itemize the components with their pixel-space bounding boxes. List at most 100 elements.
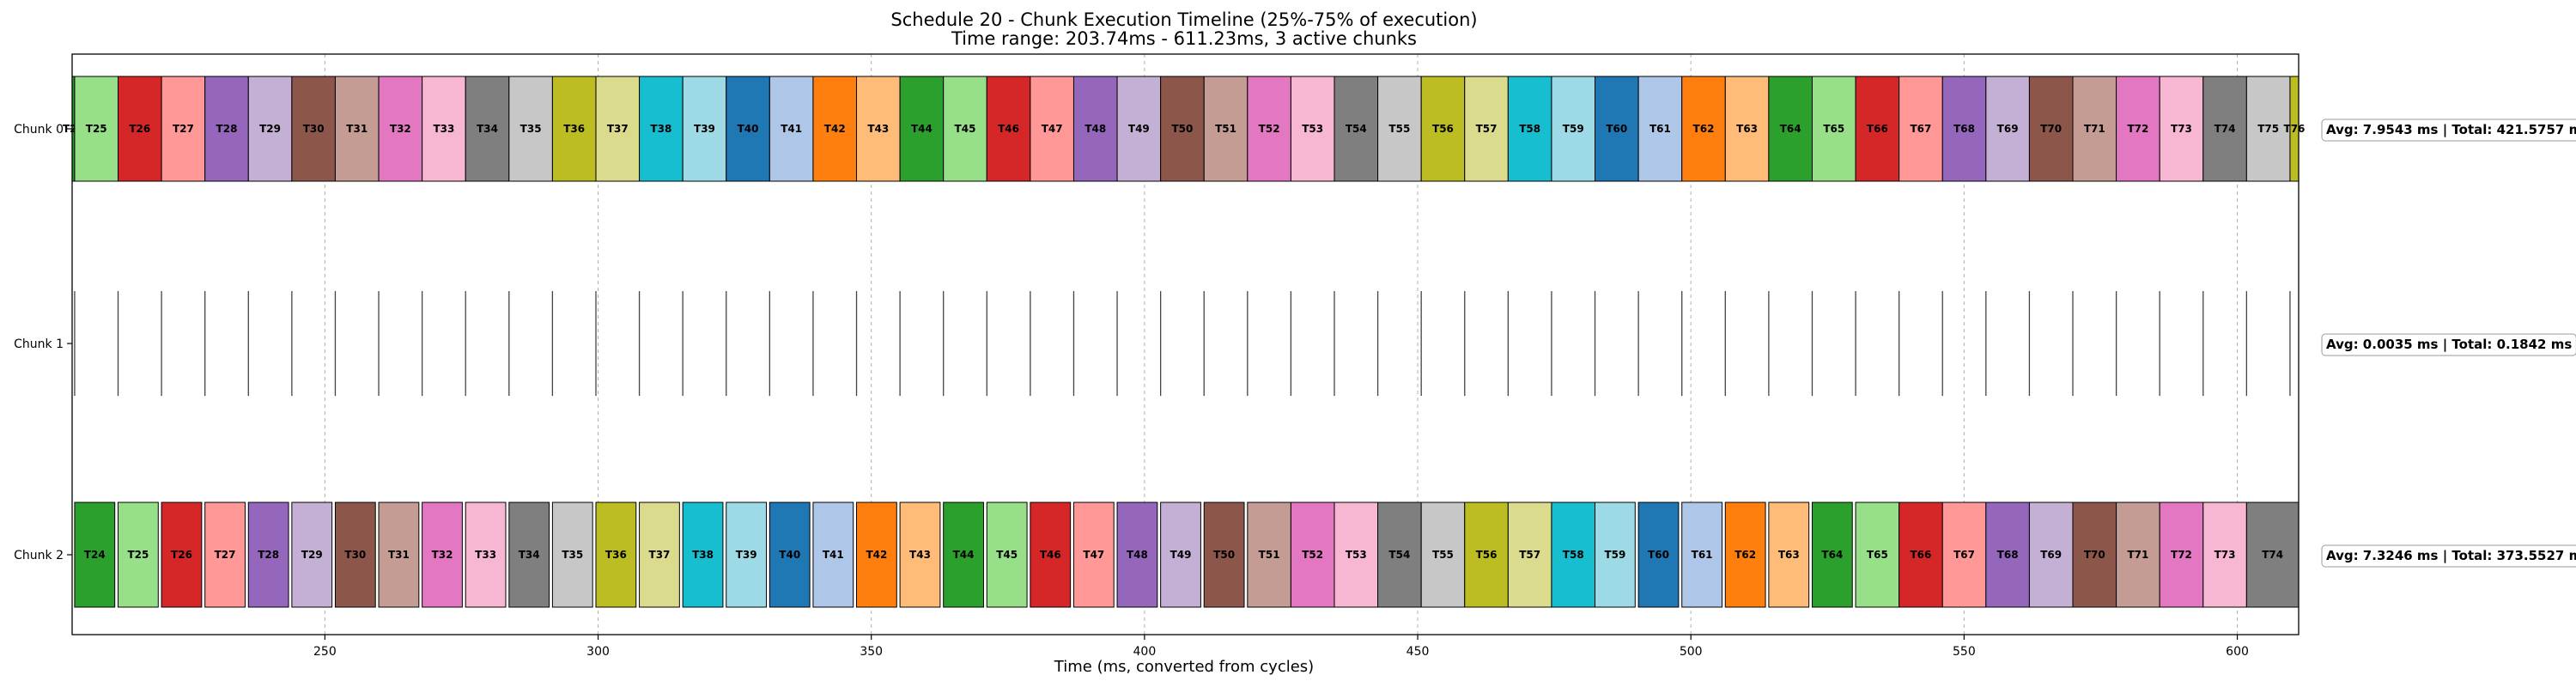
task-bar-label: T55 — [1388, 123, 1410, 135]
task-bar — [334, 502, 376, 608]
task-bar-label: T33 — [475, 549, 496, 561]
task-bar — [1116, 76, 1162, 182]
task-bar-label: T70 — [2084, 549, 2105, 561]
task-bar-label: T65 — [1867, 549, 1888, 561]
task-bar-label: T73 — [2215, 549, 2236, 561]
task-bar — [1724, 76, 1770, 182]
task-bar — [943, 76, 987, 182]
task-bar-label: T34 — [477, 123, 498, 135]
task-bar — [1116, 502, 1158, 608]
task-bar — [551, 502, 593, 608]
task-bar — [856, 76, 901, 182]
task-bar-label: T39 — [694, 123, 715, 135]
task-bar-label: T50 — [1213, 549, 1235, 561]
task-bar — [856, 502, 897, 608]
task-bar — [74, 502, 116, 608]
task-bar — [812, 502, 854, 608]
task-bar-label: T74 — [2262, 549, 2283, 561]
task-bar — [1334, 76, 1379, 182]
x-tick-label: 450 — [1406, 645, 1430, 659]
task-bar — [118, 76, 162, 182]
task-bar — [2245, 76, 2291, 182]
x-tick-label: 250 — [313, 645, 337, 659]
task-bar — [1160, 502, 1201, 608]
task-bar — [1420, 76, 1466, 182]
task-bar — [291, 502, 333, 608]
task-bar — [2159, 502, 2204, 608]
task-bar — [1985, 76, 2030, 182]
task-bar-label: T60 — [1606, 123, 1627, 135]
task-bar-label: T58 — [1563, 549, 1584, 561]
task-bar-label: T37 — [649, 549, 671, 561]
task-bar — [2072, 502, 2117, 608]
task-bar — [204, 502, 246, 608]
task-bar — [1855, 502, 1900, 608]
task-bar-label: T38 — [692, 549, 714, 561]
chart-title-line1: Schedule 20 - Chunk Execution Timeline (… — [890, 9, 1477, 30]
plot-frame — [71, 53, 2300, 635]
x-tick-label: 300 — [586, 645, 610, 659]
task-bar — [465, 76, 510, 182]
task-bar-label: T46 — [998, 123, 1019, 135]
task-bar — [1941, 76, 1987, 182]
row-annotation-box — [2321, 333, 2576, 356]
task-bar — [1464, 76, 1509, 182]
task-bar — [726, 76, 770, 182]
task-bar-label: T51 — [1215, 123, 1236, 135]
task-bar-label: T68 — [1997, 549, 2019, 561]
task-bar — [1811, 502, 1853, 608]
task-bar-label: T25 — [86, 123, 107, 135]
task-bar-label: T51 — [1259, 549, 1280, 561]
task-bar-label: T53 — [1302, 123, 1323, 135]
task-bar-label: T36 — [563, 123, 585, 135]
task-bar-label: T37 — [607, 123, 629, 135]
task-bar-label: T63 — [1778, 549, 1800, 561]
task-bar-label: T60 — [1648, 549, 1669, 561]
task-bar-label: T35 — [562, 549, 583, 561]
task-bar-label: T41 — [781, 123, 802, 135]
task-bar — [1724, 502, 1766, 608]
task-bar — [1507, 502, 1552, 608]
task-bar-label: T36 — [605, 549, 627, 561]
task-bar-label: T42 — [866, 549, 887, 561]
axis-layer: 250 300 350 400 450 500 550 600 Chunk 0 Chunk 1 Ch… — [14, 123, 2249, 659]
task-bar — [118, 502, 159, 608]
task-bar-label: T69 — [2040, 549, 2062, 561]
task-bar — [943, 502, 984, 608]
task-bar — [1030, 76, 1074, 182]
row-annotation-box — [2321, 544, 2576, 568]
task-bar-label: T69 — [1997, 123, 2019, 135]
task-bar-label: T52 — [1302, 549, 1323, 561]
task-bar — [1595, 76, 1639, 182]
task-bar-label: T56 — [1476, 549, 1498, 561]
task-bar — [986, 76, 1031, 182]
task-bar — [247, 76, 293, 182]
task-bar-label: T39 — [736, 549, 757, 561]
task-bar-label: T43 — [867, 123, 889, 135]
task-bar-label: T57 — [1476, 123, 1498, 135]
task-bar-label: T74 — [2215, 123, 2236, 135]
task-bar — [465, 502, 507, 608]
task-bar-label: T71 — [2127, 549, 2148, 561]
task-bar-label: T38 — [650, 123, 671, 135]
task-bar — [1247, 502, 1291, 608]
task-bar — [769, 502, 811, 608]
task-bar — [74, 76, 119, 182]
task-bar-label: T65 — [1823, 123, 1844, 135]
task-bar-label: T49 — [1128, 123, 1150, 135]
task-bar — [1507, 76, 1552, 182]
x-tick-label: 350 — [860, 645, 883, 659]
task-bar-label: T27 — [215, 549, 236, 561]
task-bar — [899, 76, 945, 182]
task-bar-label: T55 — [1432, 549, 1454, 561]
x-axis-label: Time (ms, converted from cycles) — [1054, 658, 1314, 676]
task-bar-label: T42 — [824, 123, 846, 135]
task-bar — [1377, 502, 1422, 608]
task-bar-label: T28 — [258, 549, 279, 561]
task-bar-label: T62 — [1693, 123, 1715, 135]
task-bar-label: T71 — [2084, 123, 2105, 135]
task-bar — [726, 502, 768, 608]
task-bar-label: T45 — [996, 549, 1018, 561]
task-bar-label: T63 — [1736, 123, 1758, 135]
task-bar — [508, 76, 553, 182]
